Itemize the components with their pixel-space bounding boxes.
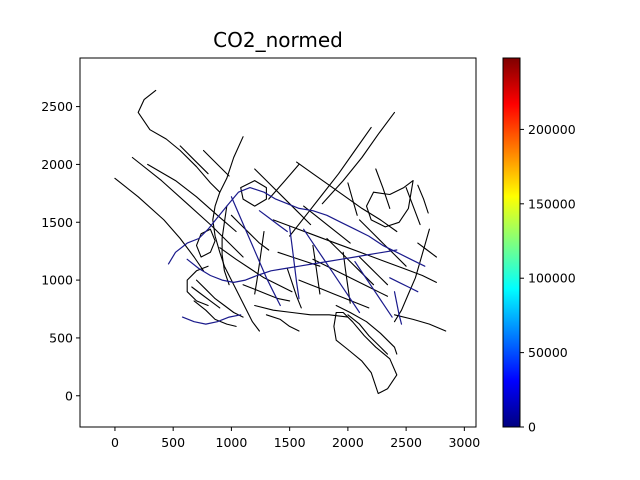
road-segment-55 (389, 277, 419, 293)
road-segment-53 (181, 314, 242, 325)
road-segment-50 (303, 228, 361, 314)
colorbar-frame (502, 57, 521, 428)
road-segment-46 (191, 286, 221, 309)
x-tick-label-4: 2000 (332, 435, 364, 450)
colorbar-tick-label-0: 0 (528, 420, 536, 435)
road-segment-35 (358, 256, 389, 286)
x-tick-label-5: 2500 (390, 435, 422, 450)
x-axis: 0 500 1000 1500 2000 2500 3000 (111, 427, 480, 450)
road-segment-7 (219, 247, 293, 293)
road-segment-24 (333, 311, 398, 395)
road-segment-38 (312, 244, 321, 295)
road-segment-51 (354, 261, 393, 318)
road-segment-32 (303, 205, 351, 244)
y-tick-label-2: 1000 (41, 273, 73, 288)
road-segment-54 (258, 210, 288, 233)
road-segment-48 (186, 249, 398, 283)
colorbar-tick-label-3: 150000 (528, 196, 576, 211)
road-segment-4 (179, 145, 209, 175)
road-segment-8 (296, 161, 398, 233)
road-segment-52 (289, 226, 300, 300)
x-tick-label-6: 3000 (448, 435, 480, 450)
road-segment-28 (195, 279, 244, 318)
road-segment-15 (405, 187, 421, 226)
road-segment-22 (335, 304, 398, 355)
road-segment-37 (286, 267, 302, 309)
road-segment-21 (347, 314, 389, 355)
road-segment-34 (358, 219, 407, 267)
road-segment-17 (393, 228, 430, 323)
road-segment-49 (230, 196, 281, 307)
road-segment-19 (312, 258, 389, 297)
road-segment-18 (272, 219, 437, 283)
y-axis: 0 500 1000 1500 2000 2500 (41, 99, 80, 403)
road-segment-16 (417, 184, 429, 214)
road-segment-5 (202, 149, 230, 177)
road-segment-45 (242, 284, 291, 302)
road-segment-10 (321, 111, 396, 205)
road-segment-29 (193, 300, 237, 327)
road-segment-11 (289, 126, 372, 237)
road-segment-9 (254, 168, 312, 226)
colorbar: 0 50000 100000 150000 200000 (502, 57, 576, 435)
colorbar-tick-label-2: 100000 (528, 271, 576, 286)
road-segment-0 (114, 177, 205, 272)
y-tick-label-5: 2500 (41, 99, 73, 114)
road-segment-27 (195, 228, 216, 258)
road-segment-47 (167, 187, 426, 267)
road-segment-44 (417, 242, 437, 258)
road-segment-30 (265, 314, 300, 332)
y-tick-label-3: 1500 (41, 215, 73, 230)
x-tick-label-3: 1500 (274, 435, 306, 450)
road-segment-25 (240, 180, 267, 207)
road-segment-39 (342, 251, 351, 304)
road-network (114, 89, 447, 395)
colorbar-fill (503, 58, 520, 427)
road-segment-41 (186, 265, 209, 307)
road-segment-14 (375, 168, 391, 209)
road-segment-36 (298, 279, 370, 309)
x-tick-label-1: 500 (161, 435, 185, 450)
y-tick-label-1: 500 (49, 330, 73, 345)
road-segment-3 (137, 89, 221, 193)
x-tick-label-2: 1000 (216, 435, 248, 450)
road-segment-20 (254, 304, 349, 318)
colorbar-tick-label-1: 50000 (528, 345, 568, 360)
plot-area-frame (79, 57, 477, 428)
chart-title: CO2_normed (213, 28, 343, 52)
road-segment-26 (365, 180, 414, 228)
road-segment-13 (347, 182, 358, 216)
road-segment-40 (254, 230, 265, 295)
road-segment-42 (221, 205, 230, 286)
road-segment-43 (230, 214, 270, 251)
y-tick-label-0: 0 (65, 388, 73, 403)
road-segment-6 (212, 136, 260, 332)
x-tick-label-0: 0 (111, 435, 119, 450)
y-tick-label-4: 2000 (41, 157, 73, 172)
road-segment-2 (147, 163, 237, 233)
road-segment-12 (268, 163, 300, 200)
road-segment-1 (131, 156, 244, 258)
colorbar-tick-label-4: 200000 (528, 122, 576, 137)
road-segment-56 (393, 291, 403, 325)
road-segment-23 (393, 314, 447, 332)
